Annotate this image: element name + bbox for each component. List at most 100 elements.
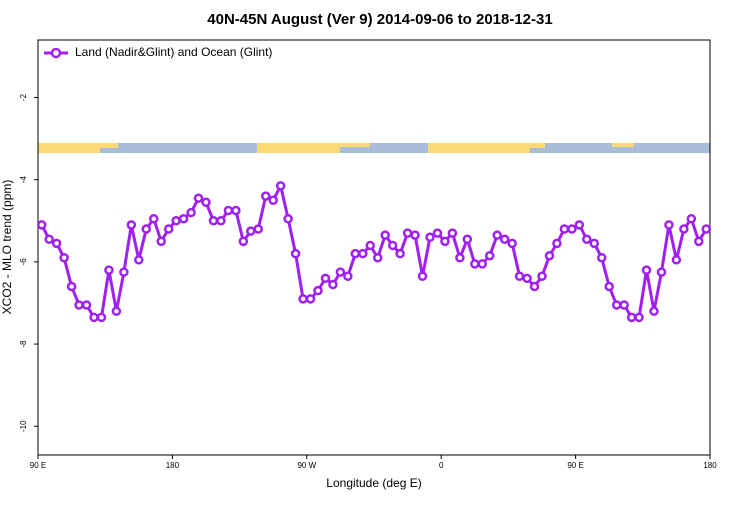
- data-point: [499, 234, 510, 245]
- data-point: [701, 224, 712, 234]
- data-point: [119, 267, 129, 277]
- data-point: [74, 300, 84, 310]
- x-tick-label: 90 W: [297, 461, 316, 470]
- legend-label: Land (Nadir&Glint) and Ocean (Glint): [75, 45, 272, 59]
- x-axis-label: Longitude (deg E): [326, 476, 421, 490]
- data-point: [664, 220, 674, 230]
- data-point: [484, 250, 495, 261]
- data-point: [260, 191, 271, 201]
- data-point: [246, 226, 256, 236]
- data-point: [582, 234, 592, 245]
- data-point: [111, 306, 122, 316]
- data-point: [163, 224, 174, 234]
- data-point: [537, 271, 547, 282]
- data-point: [611, 300, 622, 310]
- data-point: [477, 259, 488, 269]
- x-tick-label: 180: [703, 461, 717, 470]
- data-point: [104, 265, 114, 275]
- data-point: [178, 213, 189, 224]
- y-tick-label: -4: [19, 176, 28, 184]
- data-point: [231, 205, 241, 216]
- data-point: [626, 312, 637, 323]
- data-point: [335, 267, 346, 277]
- data-point: [328, 279, 338, 290]
- data-point: [81, 300, 92, 310]
- data-point: [148, 213, 159, 224]
- data-point: [134, 255, 144, 265]
- data-point: [552, 238, 562, 249]
- y-tick-label: -10: [19, 420, 28, 432]
- data-point: [544, 250, 555, 261]
- data-point: [567, 224, 577, 234]
- data-point: [268, 195, 278, 205]
- data-point: [89, 312, 99, 323]
- data-point: [59, 253, 69, 263]
- legend-marker: [50, 47, 62, 59]
- x-tick-label: 90 E: [30, 461, 46, 470]
- data-point: [387, 240, 398, 251]
- x-tick-label: 180: [166, 461, 180, 470]
- y-axis-label: XCO2 - MLO trend (ppm): [0, 180, 14, 315]
- data-point: [447, 228, 458, 238]
- data-point: [649, 306, 659, 316]
- data-point: [283, 213, 293, 224]
- data-point: [141, 224, 152, 234]
- data-point: [51, 238, 62, 249]
- plot-frame: [37, 39, 711, 456]
- data-point: [350, 248, 361, 259]
- data-point: [193, 193, 204, 203]
- data-point: [298, 294, 308, 304]
- data-point: [223, 205, 234, 216]
- chart-title: 40N-45N August (Ver 9) 2014-09-06 to 201…: [207, 11, 552, 28]
- data-point: [529, 281, 540, 292]
- data-point: [694, 236, 704, 247]
- data-point: [462, 234, 473, 245]
- data-point: [275, 181, 286, 191]
- data-point: [470, 259, 480, 269]
- data-point: [343, 271, 353, 282]
- data-point: [201, 197, 211, 208]
- data-point: [216, 216, 226, 226]
- y-tick-label: -2: [19, 93, 28, 101]
- data-point: [402, 228, 413, 238]
- data-point: [410, 230, 420, 240]
- data-point: [619, 300, 629, 310]
- data-point: [634, 312, 644, 323]
- data-point: [596, 253, 607, 263]
- data-point: [96, 312, 107, 323]
- data-point: [208, 216, 219, 226]
- data-point: [380, 230, 390, 240]
- data-point: [44, 234, 54, 245]
- data-point: [671, 255, 682, 265]
- data-point: [686, 213, 697, 224]
- data-point: [372, 253, 383, 263]
- data-point: [36, 220, 47, 230]
- data-point: [186, 207, 196, 218]
- land-ocean-strip: [38, 143, 710, 153]
- data-point: [238, 236, 249, 247]
- x-tick-label: 90 E: [567, 461, 583, 470]
- data-point: [455, 253, 465, 263]
- data-point: [126, 220, 137, 230]
- data-point: [305, 294, 316, 304]
- data-point: [253, 224, 264, 234]
- data-point: [679, 224, 689, 234]
- data-point: [365, 240, 376, 251]
- data-point: [66, 281, 77, 292]
- data-point: [425, 232, 435, 242]
- data-point: [559, 224, 570, 234]
- data-point: [156, 236, 166, 247]
- y-tick-label: -6: [19, 258, 28, 266]
- data-point: [574, 220, 585, 230]
- data-point: [440, 236, 450, 247]
- data-point: [522, 273, 532, 284]
- data-point: [514, 271, 525, 282]
- data-point: [320, 273, 331, 284]
- data-point: [313, 285, 323, 296]
- data-point: [641, 265, 652, 275]
- data-point: [507, 238, 517, 249]
- data-point: [432, 228, 443, 238]
- data-point: [656, 267, 667, 277]
- data-point: [604, 281, 614, 292]
- data-point: [395, 248, 405, 259]
